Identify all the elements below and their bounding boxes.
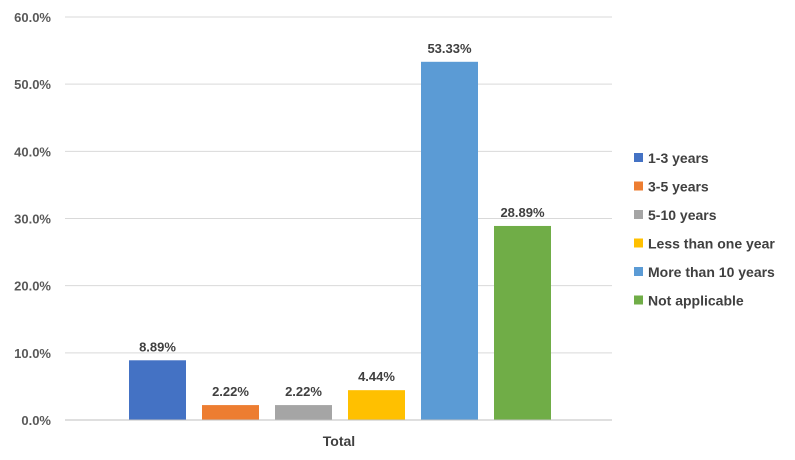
data-label: 2.22% [285,384,322,399]
legend-label: 1-3 years [648,150,709,166]
legend-swatch [634,295,643,305]
legend-label: Not applicable [648,293,744,309]
y-axis: 0.0% 10.0% 20.0% 30.0% 40.0% 50.0% 60.0% [14,10,51,428]
y-tick-label: 40.0% [14,144,51,159]
bar-1-3-years [129,360,186,420]
legend-label: 5-10 years [648,207,717,223]
data-label: 53.33% [427,41,472,56]
bar-not-applicable [494,225,551,420]
legend: 1-3 years 3-5 years 5-10 years Less than on… [634,150,775,309]
legend-swatch [634,153,643,162]
x-axis: Total [65,419,612,449]
legend-label: More than 10 years [648,264,775,280]
y-tick-label: 20.0% [14,279,51,294]
y-tick-label: 0.0% [21,413,51,428]
legend-swatch [634,238,643,248]
legend-swatch [634,181,643,191]
legend-label: Less than one year [648,236,775,252]
legend-swatch [634,267,643,276]
data-label: 28.89% [500,205,545,220]
y-tick-label: 50.0% [14,77,51,92]
bars [129,61,551,420]
y-tick-label: 30.0% [14,212,51,227]
y-tick-label: 60.0% [14,10,51,25]
bar-less-than-one-year [348,390,405,420]
bar-more-than-10-years [421,61,478,420]
x-category-label: Total [323,433,355,449]
y-tick-label: 10.0% [14,346,51,361]
data-labels: 8.89% 2.22% 2.22% 4.44% 53.33% 28.89% [139,41,545,399]
data-label: 4.44% [358,369,395,384]
data-label: 8.89% [139,339,176,354]
legend-label: 3-5 years [648,179,709,195]
data-label: 2.22% [212,384,249,399]
bar-5-10-years [275,405,332,420]
legend-swatch [634,210,643,219]
bar-3-5-years [202,405,259,420]
